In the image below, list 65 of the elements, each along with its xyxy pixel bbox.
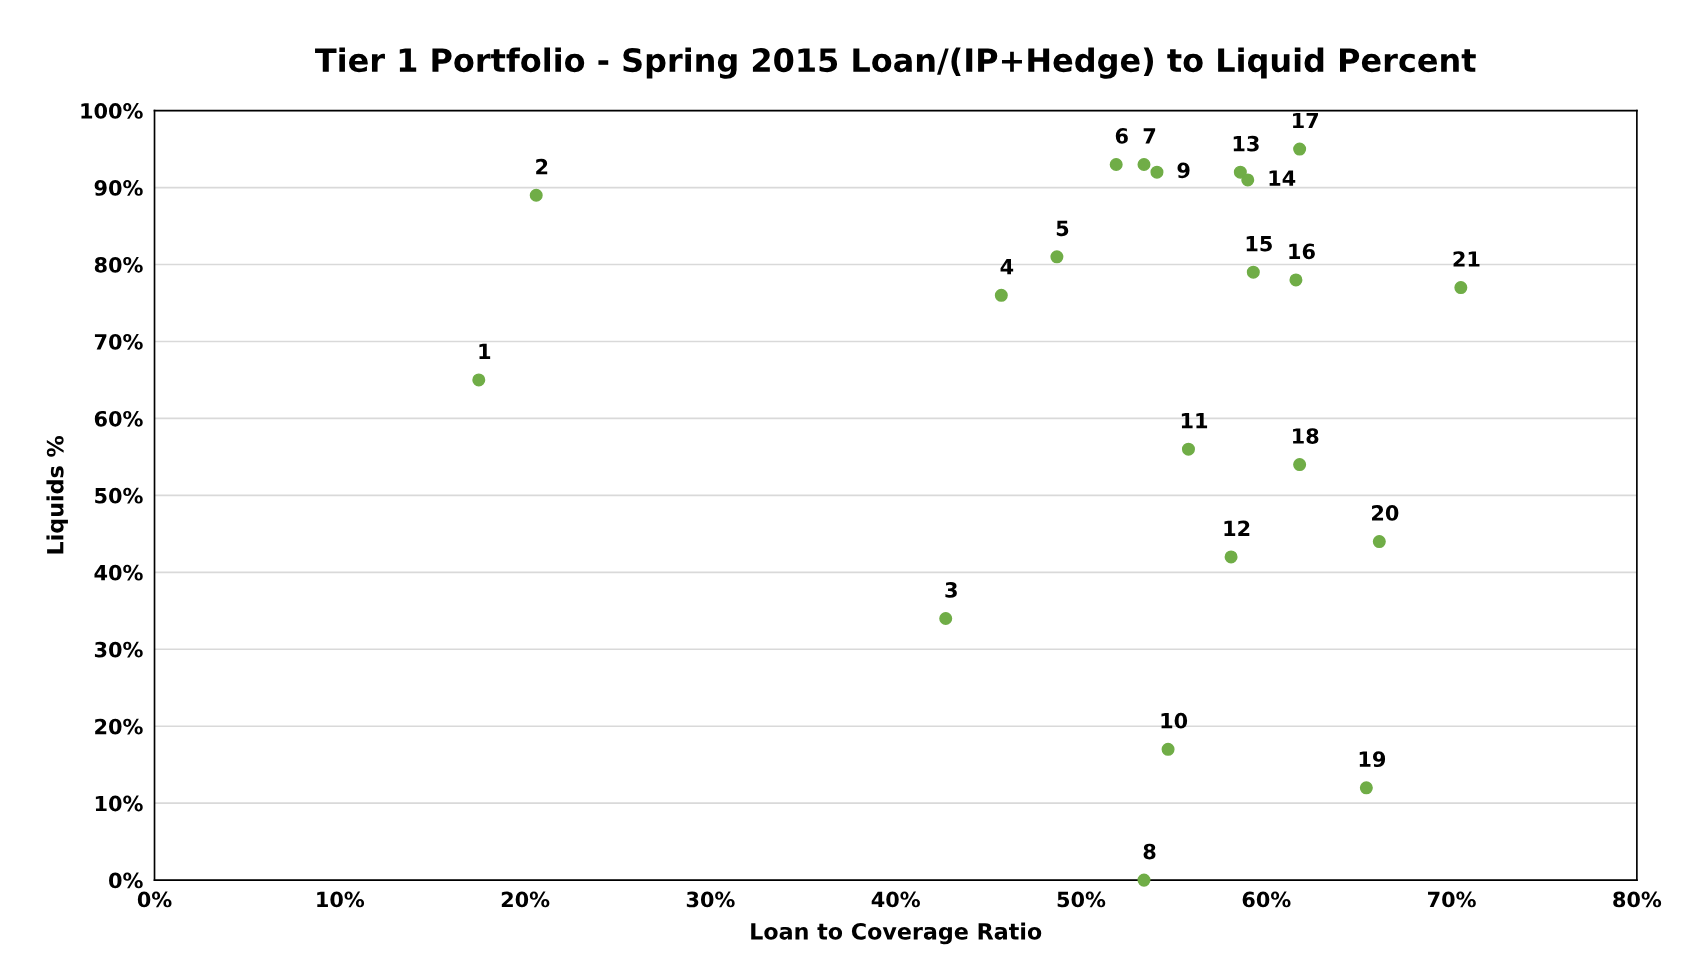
x-tick-label: 50% <box>1057 891 1106 908</box>
x-tick-label: 80% <box>1613 891 1662 908</box>
x-tick-label: 30% <box>686 891 735 908</box>
point <box>1233 165 1247 179</box>
x-tick-label: 20% <box>501 891 550 908</box>
annotation: 17 <box>1293 112 1319 129</box>
point <box>994 288 1008 302</box>
y-tick-label: 100% <box>81 103 143 119</box>
y-tick-label: 20% <box>95 718 143 735</box>
point <box>939 611 953 625</box>
y-tick-label: 0% <box>109 872 143 889</box>
annotation: 8 <box>1143 843 1156 860</box>
y-tick-label: 10% <box>95 795 143 812</box>
point <box>1359 781 1373 795</box>
x-tick-label: 10% <box>317 891 365 908</box>
annotation: 13 <box>1233 135 1259 152</box>
y-axis-title: Liquids % <box>46 435 68 554</box>
annotation: 18 <box>1293 428 1319 444</box>
annotation: 1 <box>479 343 491 359</box>
y-tick-label: 80% <box>94 256 143 273</box>
y-tick-label: 30% <box>94 641 143 658</box>
y-tick-label: 60% <box>94 410 143 427</box>
annotation: 10 <box>1161 712 1188 729</box>
annotation: 15 <box>1246 236 1272 252</box>
x-tick-label: 40% <box>871 891 920 908</box>
annotation: 7 <box>1143 128 1156 144</box>
y-tick-label: 50% <box>95 487 143 504</box>
annotation: 9 <box>1177 162 1190 179</box>
point <box>1293 458 1307 472</box>
point <box>1150 165 1164 179</box>
y-tick-label: 70% <box>94 333 143 350</box>
point <box>1109 157 1123 171</box>
annotation: 21 <box>1453 251 1480 267</box>
chart-title: Tier 1 Portfolio - Spring 2015 Loan/(IP+Hedge) to Liquid Percent <box>315 47 1476 79</box>
point <box>529 188 543 202</box>
point <box>1137 873 1151 887</box>
annotation: 20 <box>1372 505 1399 521</box>
annotation: 6 <box>1115 128 1128 144</box>
annotation: 5 <box>1056 220 1069 237</box>
annotation: 19 <box>1359 751 1386 768</box>
point <box>1161 742 1175 756</box>
annotation: 3 <box>945 582 957 598</box>
x-tick-label: 70% <box>1428 891 1476 908</box>
point <box>1224 550 1238 564</box>
x-tick-label: 60% <box>1242 891 1291 908</box>
annotation: 2 <box>536 158 548 175</box>
annotation: 14 <box>1269 170 1296 186</box>
point <box>1241 173 1255 187</box>
point <box>1454 281 1468 295</box>
point <box>1289 273 1303 287</box>
y-tick-label: 90% <box>94 180 143 196</box>
point <box>1293 142 1307 156</box>
annotation: 12 <box>1224 520 1250 536</box>
x-axis-title: Loan to Coverage Ratio <box>751 922 1042 945</box>
point <box>1246 265 1260 279</box>
point <box>472 373 486 387</box>
point <box>1181 442 1195 456</box>
point <box>1050 250 1064 264</box>
x-tick-label: 0% <box>137 891 172 908</box>
annotation: 16 <box>1289 243 1315 260</box>
point <box>1372 535 1386 549</box>
annotation: 4 <box>1000 259 1014 275</box>
point <box>1137 157 1151 171</box>
annotation: 11 <box>1181 413 1208 429</box>
y-tick-label: 40% <box>94 564 143 581</box>
